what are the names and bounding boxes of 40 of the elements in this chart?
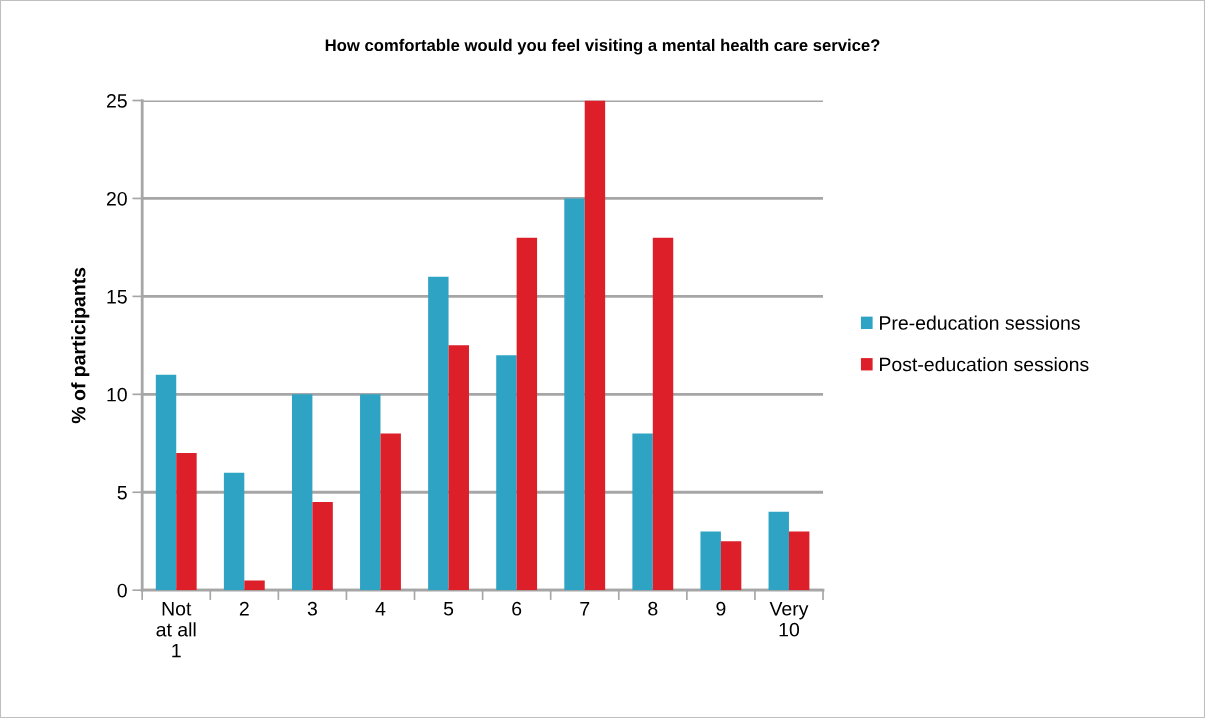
x-tick-label: 5	[443, 602, 454, 616]
bar	[700, 531, 721, 591]
bar	[652, 237, 674, 591]
x-tick-label: 7	[580, 602, 590, 616]
x-tick-label: Not at all 1	[156, 602, 196, 658]
bar	[291, 394, 313, 591]
bar	[720, 541, 742, 591]
x-tick-label: 6	[512, 601, 522, 616]
bar	[632, 433, 653, 591]
x-tick-label: 2	[239, 601, 249, 616]
bar	[244, 580, 265, 591]
bar	[380, 433, 401, 591]
bar	[223, 472, 245, 591]
y-tick-label: 15	[107, 290, 127, 304]
bar	[496, 355, 517, 591]
x-tick-label: Very 10	[769, 602, 809, 637]
y-tick-label: 5	[117, 485, 127, 500]
x-tick-label: 3	[307, 601, 317, 616]
legend-label: Pre-education sessions	[880, 315, 1080, 330]
legend-label: Post-education sessions	[880, 357, 1089, 372]
bar	[564, 198, 585, 591]
bar	[312, 502, 333, 591]
x-tick-label: 4	[375, 602, 386, 616]
y-tick-label: 10	[107, 387, 127, 402]
bar	[788, 531, 810, 591]
bar	[176, 453, 197, 591]
y-tick-label: 20	[106, 191, 127, 206]
bar	[768, 511, 789, 591]
bar	[448, 345, 469, 591]
bar	[360, 394, 381, 591]
x-tick-label: 9	[716, 601, 726, 616]
y-axis-title: % of participants	[71, 267, 90, 424]
x-tick-label: 8	[648, 601, 658, 616]
bar	[516, 237, 538, 591]
y-tick-label: 25	[106, 93, 127, 108]
bar	[428, 276, 449, 591]
y-tick-label: 0	[117, 583, 127, 598]
bar	[584, 100, 606, 591]
bar	[155, 374, 177, 591]
chart-title: How comfortable would you feel visiting a mental health care service?	[325, 38, 880, 55]
